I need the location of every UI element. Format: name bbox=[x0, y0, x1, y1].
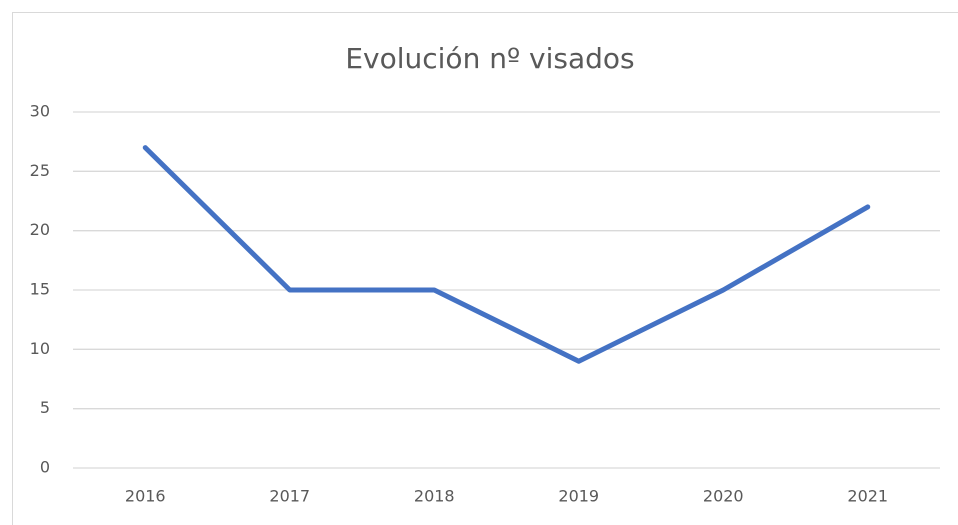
y-tick-label: 25 bbox=[30, 161, 50, 180]
x-tick-label: 2018 bbox=[414, 487, 455, 506]
y-tick-label: 0 bbox=[40, 458, 50, 477]
data-line bbox=[142, 145, 871, 364]
x-tick-label: 2016 bbox=[125, 487, 166, 506]
y-tick-label: 10 bbox=[30, 339, 50, 358]
y-tick-label: 20 bbox=[30, 220, 50, 239]
x-tick-label: 2019 bbox=[558, 487, 599, 506]
x-tick-label: 2017 bbox=[269, 487, 310, 506]
y-tick-label: 30 bbox=[30, 102, 50, 121]
x-tick-label: 2021 bbox=[847, 487, 888, 506]
chart-title: Evolución nº visados bbox=[345, 42, 634, 75]
x-tick-label: 2020 bbox=[703, 487, 744, 506]
chart-border bbox=[12, 12, 958, 525]
y-tick-label: 5 bbox=[40, 398, 50, 417]
y-tick-label: 15 bbox=[30, 280, 50, 299]
